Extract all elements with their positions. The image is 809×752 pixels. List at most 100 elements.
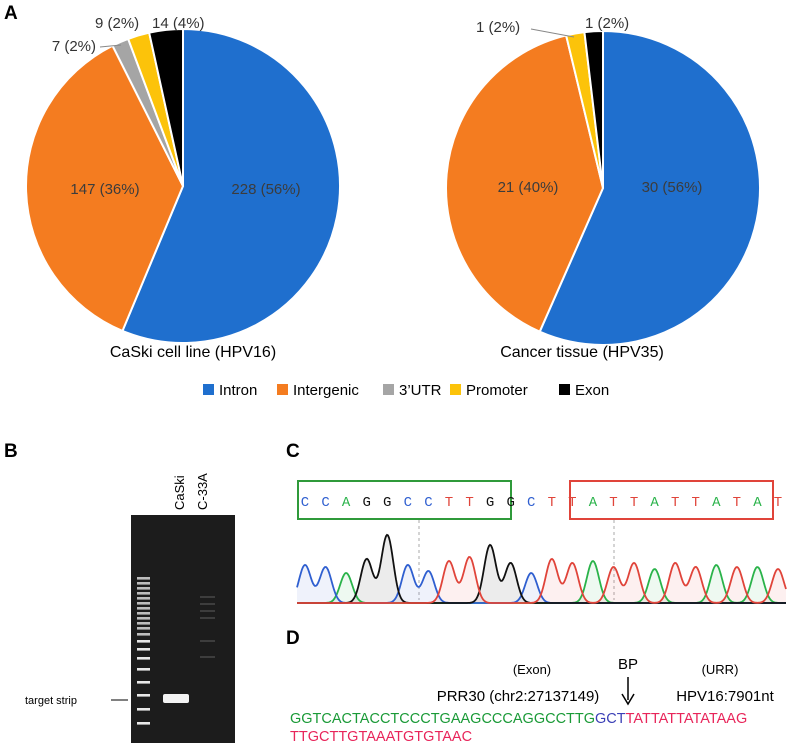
panel-c-letter: C (286, 441, 300, 462)
legend-swatch-3-utr (383, 384, 394, 395)
chromatogram-base: A (650, 495, 659, 511)
chromatogram-base: C (404, 495, 412, 511)
legend-swatch-intergenic (277, 384, 288, 395)
legend-label-intron: Intron (219, 382, 257, 399)
panel-a-letter: A (4, 3, 18, 24)
gel-smear-band (200, 596, 215, 598)
gel-ladder-band (137, 668, 150, 671)
gel-ladder-band (137, 633, 150, 636)
gel-ladder-band (137, 694, 150, 697)
chromatogram-base: G (506, 495, 514, 511)
chromatogram-base: G (486, 495, 494, 511)
pie2-label-intergenic: 21 (40%) (498, 179, 559, 196)
pie2-label-exon: 1 (2%) (585, 15, 629, 32)
pie2-label-intron: 30 (56%) (642, 179, 703, 196)
legend-label-intergenic: Intergenic (293, 382, 359, 399)
chromatogram-base: T (671, 495, 679, 511)
chromatogram-base: A (342, 495, 351, 511)
pie1-slice-exon (147, 27, 184, 187)
gel-band-label: target strip (25, 695, 77, 707)
chromatogram-base: T (692, 495, 700, 511)
chromatogram-base: C (321, 495, 329, 511)
pie2-label-promoter: 1 (2%) (476, 19, 520, 36)
sequence-viral-part: TATTATTATATAAG (626, 711, 748, 727)
gel-ladder-band (137, 708, 150, 711)
gel-ladder-band (137, 602, 150, 605)
pie2-slice-intron (538, 29, 761, 346)
panel-d-letter: D (286, 628, 300, 649)
chart-legend: Intron Intergenic 3’UTR Promoter Exon (203, 382, 609, 399)
pie1-label-intron: 228 (56%) (231, 181, 300, 198)
legend-swatch-exon (559, 384, 570, 395)
chromatogram-fill-c (297, 564, 786, 603)
gel-smear-band (200, 640, 215, 642)
gel-lane-c33a: C-33A (195, 473, 210, 510)
chromatogram-base: G (383, 495, 391, 511)
chromatogram-traces (296, 533, 787, 604)
legend-label-promoter: Promoter (466, 382, 528, 399)
gel-ladder-band (137, 597, 150, 600)
pie1-slice-intron (121, 27, 341, 344)
urr-label: (URR) (702, 662, 739, 677)
pie1-label-intergenic: 147 (36%) (70, 181, 139, 198)
hpv16-label: HPV16:7901nt (676, 688, 774, 705)
gel-image (131, 515, 235, 743)
sequence-junction-part: GCT (595, 711, 626, 727)
gel-ladder-band (137, 577, 150, 580)
pie2-slice-intergenic (445, 34, 605, 333)
gel-ladder-band (137, 622, 150, 625)
legend-swatch-intron (203, 384, 214, 395)
chromatogram-base: T (445, 495, 453, 511)
gel-ladder-band (137, 657, 150, 660)
pie1-label-promoter: 9 (2%) (95, 15, 139, 32)
sequence-host-part: GGTCACTACCTCCCTGAAGCCCAGGCCTTG (290, 711, 595, 727)
pie-title-cancer-tissue: Cancer tissue (HPV35) (500, 344, 664, 361)
pie2-leader-promoter (530, 28, 575, 38)
chromatogram-base: T (774, 495, 782, 511)
gel-ladder-band (137, 640, 150, 643)
pie1-leader-3-utr (99, 44, 122, 48)
prr30-label: PRR30 (chr2:27137149) (437, 688, 600, 705)
junction-sequence-line-1: GGTCACTACCTCCCTGAAGCCCAGGCCTTGGCTTATTATT… (290, 711, 747, 727)
pie-chart-cancer-tissue: 30 (56%) 21 (40%) 1 (2%) 1 (2%) (445, 15, 761, 346)
gel-ladder-band (137, 582, 150, 585)
pie1-label-3-utr: 7 (2%) (52, 38, 96, 55)
gel-target-band (163, 694, 189, 703)
chromatogram-base: G (362, 495, 370, 511)
exon-label: (Exon) (513, 662, 551, 677)
gel-ladder-band (137, 722, 150, 725)
legend-label-exon: Exon (575, 382, 609, 399)
gel-lane-caski: CaSki (172, 475, 187, 510)
chromatogram-base: A (712, 495, 721, 511)
legend-label-3-utr: 3’UTR (399, 382, 442, 399)
chromatogram-base: A (753, 495, 762, 511)
gel-ladder-band (137, 627, 150, 630)
gel-smear-band (200, 610, 215, 612)
pie1-slice-intergenic (25, 44, 185, 333)
gel-smear-band (200, 603, 215, 605)
gel-ladder-band (137, 607, 150, 610)
junction-sequence-line-2: TTGCTTGTAAATGTGTAAC (290, 729, 472, 745)
panel-b-letter: B (4, 441, 18, 462)
chromatogram-base: C (527, 495, 535, 511)
chromatogram-base: T (465, 495, 473, 511)
chromatogram-trace-g (297, 533, 786, 604)
bp-label: BP (618, 656, 638, 673)
chromatogram-base: T (609, 495, 617, 511)
pie-chart-caski: 228 (56%) 147 (36%) 7 (2%) 9 (2%) 14 (4%) (25, 15, 341, 344)
chromatogram-base: C (301, 495, 309, 511)
legend-swatch-promoter (450, 384, 461, 395)
chromatogram-base: A (589, 495, 598, 511)
bp-arrow-head (621, 693, 635, 706)
chromatogram-base: T (733, 495, 741, 511)
gel-c33a-smear (200, 596, 215, 658)
gel-smear-band (200, 656, 215, 658)
chromatogram-base: T (568, 495, 576, 511)
chromatogram-exon-box (297, 480, 512, 520)
gel-ladder-band (137, 592, 150, 595)
gel-ladder-band (137, 681, 150, 684)
gel-smear-band (200, 617, 215, 619)
chromatogram-base: T (548, 495, 556, 511)
